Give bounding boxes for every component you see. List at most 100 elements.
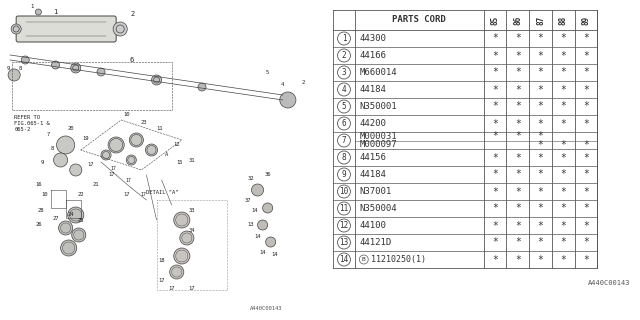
Text: 9: 9 [6, 66, 10, 70]
Text: *: * [538, 237, 543, 247]
Text: DETAIL "A": DETAIL "A" [147, 189, 179, 195]
Text: 7: 7 [342, 136, 346, 145]
Text: 17: 17 [168, 285, 175, 291]
Text: 11: 11 [339, 204, 349, 213]
Text: M000031: M000031 [360, 132, 397, 141]
Text: 27: 27 [52, 215, 59, 220]
Circle shape [152, 75, 162, 85]
Circle shape [61, 240, 77, 256]
Text: *: * [492, 237, 498, 247]
Text: A440C00143: A440C00143 [588, 280, 630, 286]
Text: 13: 13 [339, 238, 349, 247]
Text: 17: 17 [141, 191, 147, 196]
Text: *: * [492, 101, 498, 111]
Text: *: * [492, 68, 498, 77]
Text: 19: 19 [83, 135, 89, 140]
Text: *: * [561, 187, 566, 196]
Text: *: * [583, 34, 589, 44]
Text: 2: 2 [342, 51, 346, 60]
Text: *: * [583, 51, 589, 60]
Text: 3: 3 [342, 68, 346, 77]
Text: 17: 17 [123, 193, 129, 197]
Text: 9: 9 [342, 170, 346, 179]
Text: 2: 2 [130, 11, 134, 17]
Text: *: * [583, 101, 589, 111]
Text: *: * [583, 204, 589, 213]
Text: *: * [561, 220, 566, 230]
Text: 8: 8 [51, 146, 54, 150]
Text: *: * [538, 187, 543, 196]
Text: B: B [362, 257, 365, 262]
Text: 13: 13 [247, 222, 253, 228]
Text: 6: 6 [129, 57, 133, 63]
Text: 14: 14 [339, 255, 349, 264]
Text: 10: 10 [339, 187, 349, 196]
Text: PARTS CORD: PARTS CORD [392, 15, 446, 25]
Circle shape [70, 63, 81, 73]
Text: 44200: 44200 [360, 119, 387, 128]
Text: *: * [561, 254, 566, 265]
Text: *: * [561, 68, 566, 77]
Text: 44121D: 44121D [360, 238, 392, 247]
Circle shape [35, 9, 42, 15]
Text: *: * [492, 254, 498, 265]
Text: 1: 1 [342, 34, 346, 43]
Text: 14: 14 [254, 235, 261, 239]
Circle shape [59, 221, 73, 235]
Text: *: * [492, 51, 498, 60]
Text: *: * [561, 140, 566, 150]
Text: 12: 12 [339, 221, 349, 230]
Text: *: * [583, 170, 589, 180]
Text: *: * [538, 140, 543, 150]
Text: 5: 5 [342, 102, 346, 111]
Text: 26: 26 [35, 222, 42, 228]
Text: 2: 2 [301, 79, 305, 84]
Text: *: * [583, 153, 589, 163]
Text: 14: 14 [271, 252, 278, 258]
Text: *: * [583, 140, 589, 150]
Text: 4: 4 [342, 85, 346, 94]
Circle shape [72, 228, 86, 242]
Text: *: * [515, 131, 521, 141]
Circle shape [173, 212, 190, 228]
Text: 17: 17 [110, 165, 116, 171]
Text: 44184: 44184 [360, 85, 387, 94]
Text: 11: 11 [156, 125, 163, 131]
Text: M660014: M660014 [360, 68, 397, 77]
Text: A440C00143: A440C00143 [250, 306, 283, 310]
Text: 44184: 44184 [360, 170, 387, 179]
Circle shape [280, 92, 296, 108]
Text: 17: 17 [189, 285, 195, 291]
Text: N350001: N350001 [360, 102, 397, 111]
Circle shape [126, 155, 136, 165]
Circle shape [51, 61, 60, 69]
Circle shape [262, 203, 273, 213]
Text: 31: 31 [189, 157, 195, 163]
Text: *: * [515, 118, 521, 129]
Text: *: * [538, 51, 543, 60]
Text: 44100: 44100 [360, 221, 387, 230]
Text: *: * [515, 51, 521, 60]
Text: *: * [561, 84, 566, 94]
Circle shape [257, 220, 268, 230]
Text: 8: 8 [342, 153, 346, 162]
Text: *: * [515, 101, 521, 111]
Circle shape [266, 237, 276, 247]
Text: 33: 33 [189, 207, 195, 212]
Text: *: * [515, 254, 521, 265]
Text: *: * [515, 237, 521, 247]
Text: 14: 14 [259, 250, 266, 254]
Text: 85: 85 [490, 15, 499, 25]
Text: *: * [583, 187, 589, 196]
Text: 22: 22 [77, 193, 84, 197]
Text: *: * [492, 34, 498, 44]
Circle shape [108, 137, 124, 153]
Text: *: * [492, 204, 498, 213]
Text: 21: 21 [93, 182, 99, 188]
Text: *: * [492, 131, 498, 141]
Text: *: * [538, 204, 543, 213]
Text: *: * [515, 84, 521, 94]
Circle shape [180, 231, 194, 245]
Text: 15: 15 [177, 159, 183, 164]
Text: 18: 18 [158, 258, 165, 262]
